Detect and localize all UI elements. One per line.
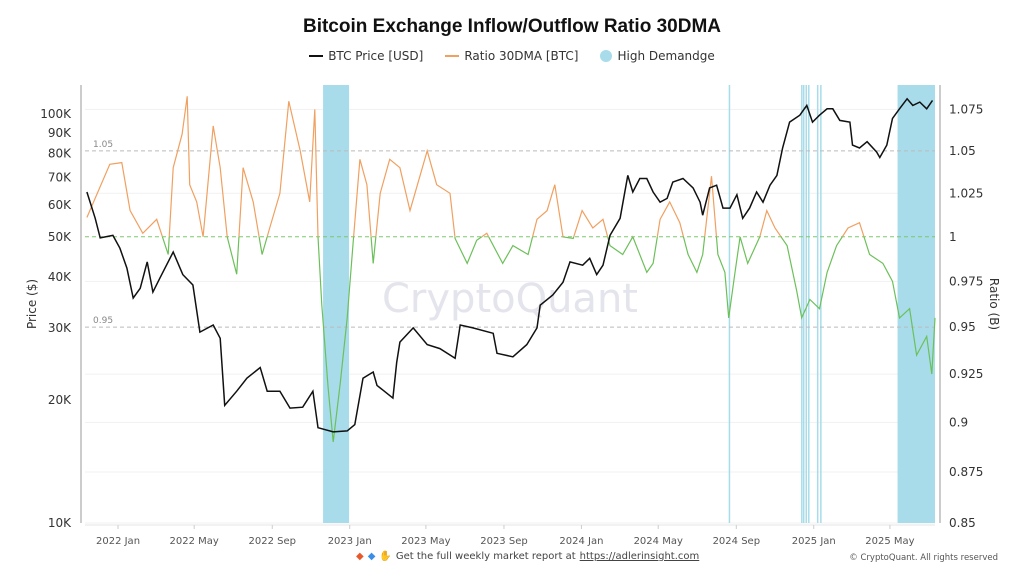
legend: BTC Price [USD] Ratio 30DMA [BTC] High D… xyxy=(0,49,1024,63)
right-tick-label: 0.875 xyxy=(949,465,983,479)
x-tick-label: 2023 Sep xyxy=(480,536,527,547)
left-axis-title: Price ($) xyxy=(25,279,39,329)
btc-price-line xyxy=(86,97,934,433)
raised-hands-icon: ✋ xyxy=(379,551,392,562)
left-tick-label: 10K xyxy=(48,516,72,530)
high-demand-band xyxy=(805,85,808,523)
legend-item-btc-price[interactable]: BTC Price [USD] xyxy=(309,49,423,63)
high-demand-band xyxy=(728,85,731,523)
watermark: CryptoQuant xyxy=(382,276,638,322)
x-tick-label: 2022 Jan xyxy=(96,536,140,547)
high-demand-band xyxy=(897,85,935,523)
left-tick-label: 20K xyxy=(48,393,72,407)
x-tick-label: 2022 Sep xyxy=(249,536,296,547)
legend-item-ratio[interactable]: Ratio 30DMA [BTC] xyxy=(445,49,578,63)
high-demand-band xyxy=(816,85,819,523)
right-tick-label: 1 xyxy=(949,230,957,244)
ratio-line-below xyxy=(161,236,936,443)
left-tick-label: 80K xyxy=(48,147,72,161)
right-tick-label: 1.075 xyxy=(949,102,983,116)
left-tick-label: 100K xyxy=(40,107,72,121)
blue-diamond-icon: ◆ xyxy=(367,551,376,562)
ratio-line-above xyxy=(86,96,865,237)
footer-text: Get the full weekly market report at xyxy=(395,551,576,562)
legend-item-high-demand[interactable]: High Demandge xyxy=(600,49,715,63)
right-axis-title: Ratio (B) xyxy=(987,278,1001,330)
footer-promo: ◆ ◆ ✋ Get the full weekly market report … xyxy=(356,551,699,562)
right-tick-label: 0.925 xyxy=(949,367,983,381)
x-tick-label: 2022 May xyxy=(170,536,219,547)
legend-line-icon xyxy=(309,55,324,57)
x-tick-label: 2024 Jan xyxy=(559,536,603,547)
left-tick-label: 60K xyxy=(48,198,72,212)
right-tick-label: 0.975 xyxy=(949,274,983,288)
x-tick-label: 2023 Jan xyxy=(328,536,372,547)
legend-label: High Demandge xyxy=(617,49,715,63)
left-tick-label: 30K xyxy=(48,321,72,335)
orange-diamond-icon: ◆ xyxy=(356,551,364,562)
x-tick-label: 2024 Sep xyxy=(713,536,760,547)
high-demand-band xyxy=(808,85,810,523)
right-tick-label: 1.05 xyxy=(949,144,976,158)
reference-line-label: 1.05 xyxy=(93,140,113,150)
footer-link[interactable]: https://adlerinsight.com xyxy=(579,551,700,562)
left-tick-label: 50K xyxy=(48,230,72,244)
legend-label: Ratio 30DMA [BTC] xyxy=(464,49,579,63)
legend-label: BTC Price [USD] xyxy=(328,49,424,63)
right-tick-label: 0.9 xyxy=(949,415,968,429)
x-tick-label: 2023 May xyxy=(401,536,450,547)
chart-title: Bitcoin Exchange Inflow/Outflow Ratio 30… xyxy=(302,16,722,37)
x-tick-label: 2025 May xyxy=(865,536,914,547)
left-tick-label: 70K xyxy=(48,170,72,184)
reference-line-label: 0.95 xyxy=(93,316,113,326)
right-tick-label: 0.95 xyxy=(949,320,976,334)
copyright: © CryptoQuant. All rights reserved xyxy=(849,553,998,563)
high-demand-band xyxy=(801,85,803,523)
legend-circle-icon xyxy=(600,50,613,62)
left-tick-label: 40K xyxy=(48,270,72,284)
x-tick-label: 2025 Jan xyxy=(792,536,836,547)
high-demand-band xyxy=(802,85,805,523)
right-tick-label: 0.85 xyxy=(949,516,976,530)
x-tick-label: 2024 May xyxy=(634,536,683,547)
legend-line-icon xyxy=(445,55,460,57)
right-tick-label: 1.025 xyxy=(949,186,983,200)
left-tick-label: 90K xyxy=(48,126,72,140)
high-demand-band xyxy=(323,85,350,523)
